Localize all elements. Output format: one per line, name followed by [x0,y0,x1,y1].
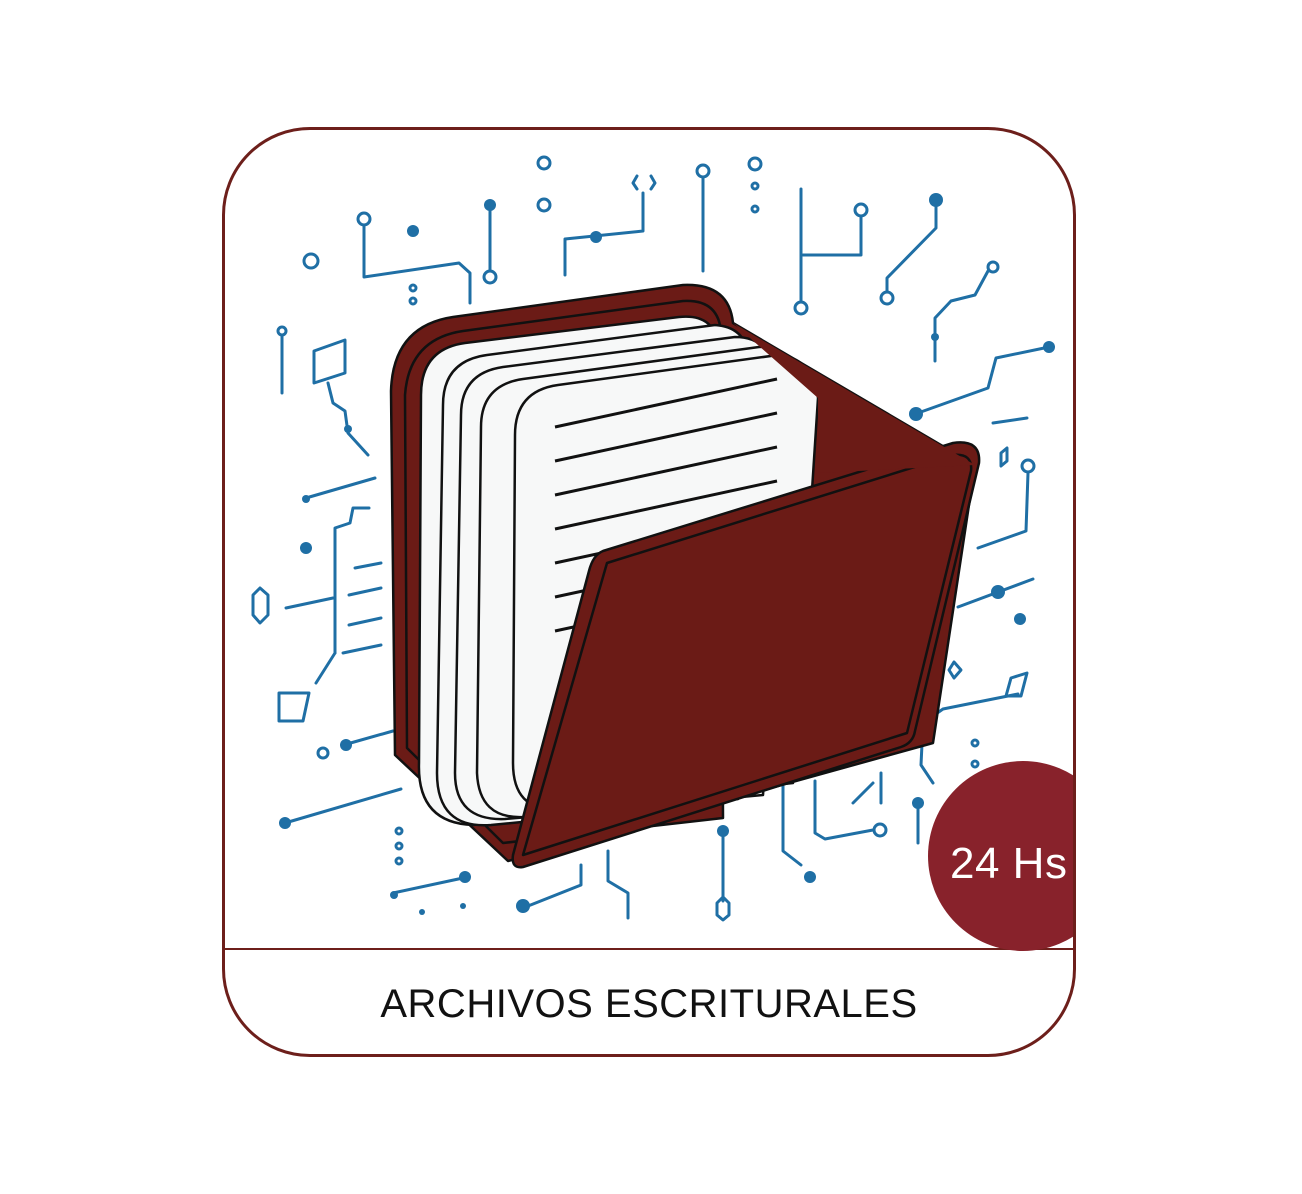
icon-card: 24 Hs ARCHIVOS ESCRITURALES [222,127,1076,1057]
badge-text: 24 Hs [950,839,1068,888]
status-badge: 24 Hs [928,761,1073,951]
card-title: ARCHIVOS ESCRITURALES [380,982,918,1026]
circuit-dots [279,193,1055,915]
folder-with-documents-icon [389,283,981,869]
divider [225,948,1073,950]
illustration [251,155,1055,922]
